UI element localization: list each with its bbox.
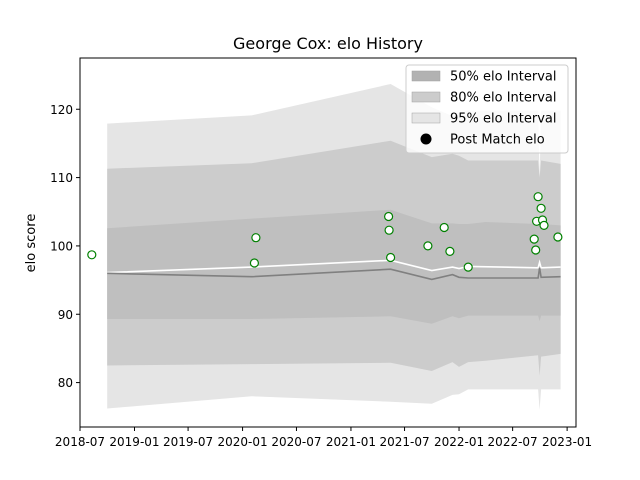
x-tick-label: 2022-07 (488, 435, 538, 449)
post-match-point (529, 234, 539, 244)
legend-label: Post Match elo (450, 133, 545, 148)
legend-swatch (411, 70, 441, 82)
legend: 50% elo Interval 80% elo Interval 95% elo … (405, 64, 569, 154)
x-tick-label: 2019-01 (109, 435, 159, 449)
post-match-point (384, 211, 394, 222)
post-match-point (384, 225, 394, 235)
legend-marker (420, 133, 432, 145)
post-match-point (423, 241, 433, 251)
series-line-0 (107, 259, 561, 274)
post-match-point (439, 222, 449, 233)
plot-frame (79, 57, 577, 428)
post-match-point (536, 203, 546, 213)
x-tick-label: 2021-01 (326, 435, 376, 449)
y-axis: 80 90 100 110 120 (50, 103, 80, 390)
post-match-point (445, 246, 455, 256)
y-tick-label: 90 (58, 308, 73, 322)
y-tick-label: 110 (50, 171, 73, 185)
post-match-point (249, 258, 259, 268)
x-tick-label: 2023-01 (542, 435, 592, 449)
y-axis-label: elo score (24, 214, 39, 273)
post-match-point (251, 233, 261, 243)
band-2 (107, 209, 561, 324)
x-tick-label: 2021-07 (379, 435, 429, 449)
post-match-point (539, 220, 549, 230)
y-tick-label: 120 (50, 103, 73, 117)
post-match-points (87, 192, 563, 272)
x-tick-label: 2019-07 (163, 435, 213, 449)
post-match-point (533, 192, 543, 202)
legend-label: 50% elo Interval (450, 70, 557, 85)
y-tick-label: 100 (50, 239, 73, 253)
series-lines (107, 259, 561, 281)
y-tick-label: 80 (58, 376, 73, 390)
legend-label: 80% elo Interval (450, 91, 557, 106)
post-match-point (553, 232, 563, 242)
x-tick-label: 2018-07 (55, 435, 105, 449)
x-tick-label: 2022-01 (434, 435, 484, 449)
x-tick-label: 2020-01 (217, 435, 267, 449)
legend-swatch (411, 91, 441, 103)
chart-title: George Cox: elo History (233, 34, 423, 53)
post-match-point (531, 245, 541, 255)
x-axis: 2018-07 2019-01 2019-07 2020-01 2020-07 2021-… (55, 427, 592, 449)
interval-bands (107, 84, 561, 410)
legend-box (405, 64, 569, 154)
legend-swatch (411, 112, 441, 124)
legend-label: 95% elo Interval (450, 112, 557, 127)
series-line-1 (107, 267, 561, 281)
post-match-point (87, 250, 97, 260)
x-tick-label: 2020-07 (271, 435, 321, 449)
post-match-point (463, 262, 473, 272)
post-match-point (386, 252, 396, 263)
